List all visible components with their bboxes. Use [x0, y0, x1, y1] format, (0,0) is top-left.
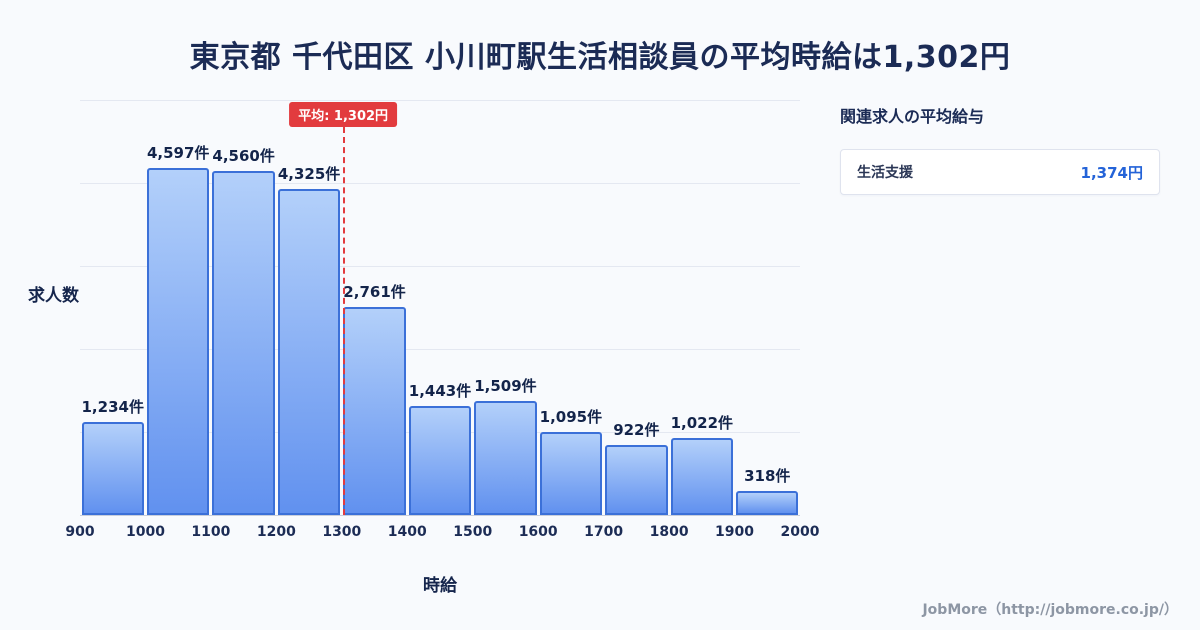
bar-slot: 1,022件	[669, 100, 734, 515]
bar-value-label: 1,509件	[474, 377, 537, 395]
bar-slot: 1,095件	[538, 100, 603, 515]
histogram-bar	[474, 401, 537, 515]
histogram-bar	[343, 307, 406, 515]
bar-slot: 922件	[604, 100, 669, 515]
x-tick-label: 1000	[125, 524, 165, 540]
x-tick-label: 900	[65, 524, 95, 540]
gridline	[80, 100, 800, 101]
x-axis-ticks: 900 1000 1100 1200 1300 1400 1500 1600 1700 1800 1…	[65, 524, 819, 544]
bar-slot: 4,560件	[211, 100, 276, 515]
bar-value-label: 2,761件	[343, 283, 406, 301]
bar-slot: 4,597件	[145, 100, 210, 515]
bar-slot: 1,234件	[80, 100, 145, 515]
bar-value-label: 1,443件	[408, 382, 472, 400]
histogram-bar	[212, 171, 275, 515]
gridline	[80, 183, 800, 184]
x-tick-label: 1800	[649, 524, 689, 540]
bar-value-label: 318件	[744, 467, 791, 485]
x-tick-label: 1500	[453, 524, 493, 540]
bar-value-label: 1,022件	[670, 414, 734, 432]
x-axis-line	[80, 515, 800, 516]
related-job-card: 生活支援 1,374円	[840, 149, 1160, 195]
x-axis-title: 時給	[423, 576, 457, 596]
bar-value-label: 4,560件	[212, 147, 275, 165]
histogram-bar	[277, 189, 341, 515]
x-tick-label: 1900	[715, 524, 755, 540]
x-tick-label: 1400	[387, 524, 427, 540]
side-panel-heading: 関連求人の平均給与	[840, 107, 985, 126]
x-tick-label: 1600	[518, 524, 558, 540]
bar-value-label: 1,234件	[81, 398, 144, 416]
bar-slot: 2,761件	[342, 100, 407, 515]
x-tick-label: 2000	[780, 524, 820, 540]
bar-slot: 1,509件	[473, 100, 538, 515]
side-panel: 関連求人の平均給与 生活支援 1,374円	[840, 103, 1160, 195]
x-tick-label: 1700	[584, 524, 624, 540]
histogram-bar	[736, 491, 799, 515]
average-line	[343, 127, 346, 515]
average-badge: 平均: 1,302円	[289, 102, 398, 127]
bar-slot: 1,443件	[407, 100, 472, 515]
bar-value-label: 4,597件	[146, 144, 210, 162]
x-tick-label: 1100	[191, 524, 231, 540]
histogram-bar	[146, 168, 210, 515]
bar-slot: 4,325件	[276, 100, 341, 515]
histogram-bar	[539, 432, 603, 515]
page-title: 東京都 千代田区 小川町駅生活相談員の平均時給は1,302円	[189, 40, 1011, 75]
gridline	[80, 349, 800, 350]
gridline	[80, 266, 800, 267]
x-tick-label: 1200	[256, 524, 296, 540]
bar-slot: 318件	[735, 100, 800, 515]
histogram: 1,234件 4,597件 4,560件 4,325件 2,761件 1,443件 1,50…	[65, 100, 819, 540]
x-tick-label: 1300	[322, 524, 362, 540]
related-job-value: 1,374円	[1080, 163, 1143, 182]
histogram-bar	[670, 438, 734, 515]
histogram-bar	[605, 445, 668, 515]
bars: 1,234件 4,597件 4,560件 4,325件 2,761件 1,443件 1,50…	[80, 100, 800, 515]
y-axis-title: 求人数	[28, 286, 79, 306]
histogram-bar	[408, 406, 472, 515]
footer-credit: JobMore（http://jobmore.co.jp/）	[922, 602, 1178, 618]
histogram-bar	[81, 422, 144, 515]
related-job-label: 生活支援	[857, 165, 913, 181]
bar-value-label: 4,325件	[277, 165, 341, 183]
bar-value-label: 922件	[613, 421, 660, 439]
bar-value-label: 1,095件	[539, 408, 603, 426]
